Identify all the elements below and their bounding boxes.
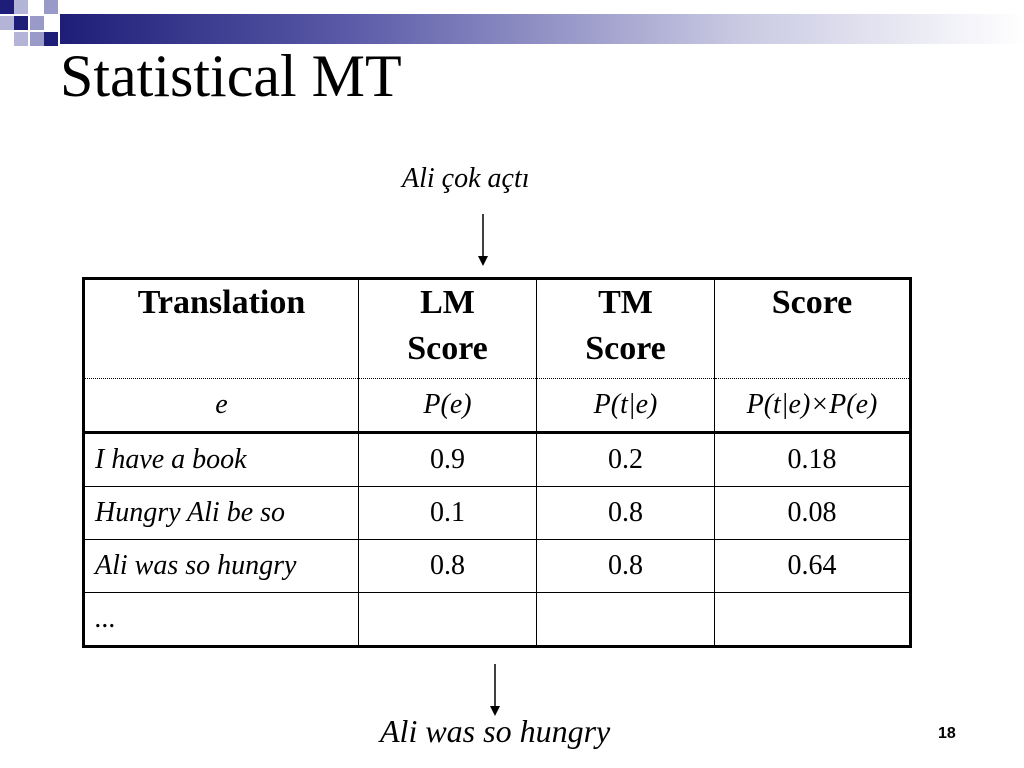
row-score: 0.18	[714, 431, 911, 487]
header-translation: Translation	[83, 278, 359, 379]
formula-score: P(t|e)×P(e)	[714, 378, 911, 433]
header-score: Score	[714, 278, 911, 379]
translation-score-table: Translation LM Score TM Score Score e P(…	[82, 277, 912, 648]
slide-decoration	[0, 0, 1024, 60]
decor-square	[14, 32, 28, 46]
decor-square	[14, 16, 28, 30]
row-lm-score: 0.9	[358, 431, 537, 487]
slide-title: Statistical MT	[60, 43, 402, 109]
row-tm-score: 0.8	[536, 539, 715, 593]
output-sentence: Ali was so hungry	[380, 713, 611, 749]
decor-square	[14, 0, 28, 14]
header-tm-score: TM Score	[536, 278, 715, 379]
decor-square	[44, 32, 58, 46]
formula-lm: P(e)	[358, 378, 537, 433]
table-row: I have a book 0.9 0.2 0.18	[83, 431, 911, 487]
header-lm-score-text: LM Score	[407, 284, 488, 367]
decor-square	[0, 16, 14, 30]
decor-square	[0, 0, 14, 14]
table-header-row: Translation LM Score TM Score Score	[83, 278, 911, 379]
down-arrow-icon	[490, 664, 500, 716]
decor-square	[44, 0, 58, 14]
row-translation: Ali was so hungry	[83, 539, 359, 593]
table-row: Hungry Ali be so 0.1 0.8 0.08	[83, 486, 911, 540]
row-translation: ...	[83, 592, 359, 647]
page-number: 18	[938, 725, 956, 742]
row-lm-score: 0.8	[358, 539, 537, 593]
row-translation: Hungry Ali be so	[83, 486, 359, 540]
header-lm-score: LM Score	[358, 278, 537, 379]
row-score	[714, 592, 911, 647]
down-arrow-icon	[478, 214, 488, 266]
table-row: ...	[83, 592, 911, 647]
row-score: 0.08	[714, 486, 911, 540]
row-score: 0.64	[714, 539, 911, 593]
row-translation: I have a book	[83, 431, 359, 487]
row-lm-score	[358, 592, 537, 647]
row-tm-score	[536, 592, 715, 647]
table-row: Ali was so hungry 0.8 0.8 0.64	[83, 539, 911, 593]
row-tm-score: 0.8	[536, 486, 715, 540]
title-gradient-bar	[60, 14, 1024, 44]
row-lm-score: 0.1	[358, 486, 537, 540]
formula-translation: e	[83, 378, 359, 433]
formula-tm: P(t|e)	[536, 378, 715, 433]
row-tm-score: 0.2	[536, 431, 715, 487]
decor-square	[30, 32, 44, 46]
decor-square	[30, 16, 44, 30]
formula-row: e P(e) P(t|e) P(t|e)×P(e)	[83, 378, 911, 433]
header-tm-score-text: TM Score	[585, 284, 666, 367]
input-sentence: Ali çok açtı	[402, 163, 530, 194]
